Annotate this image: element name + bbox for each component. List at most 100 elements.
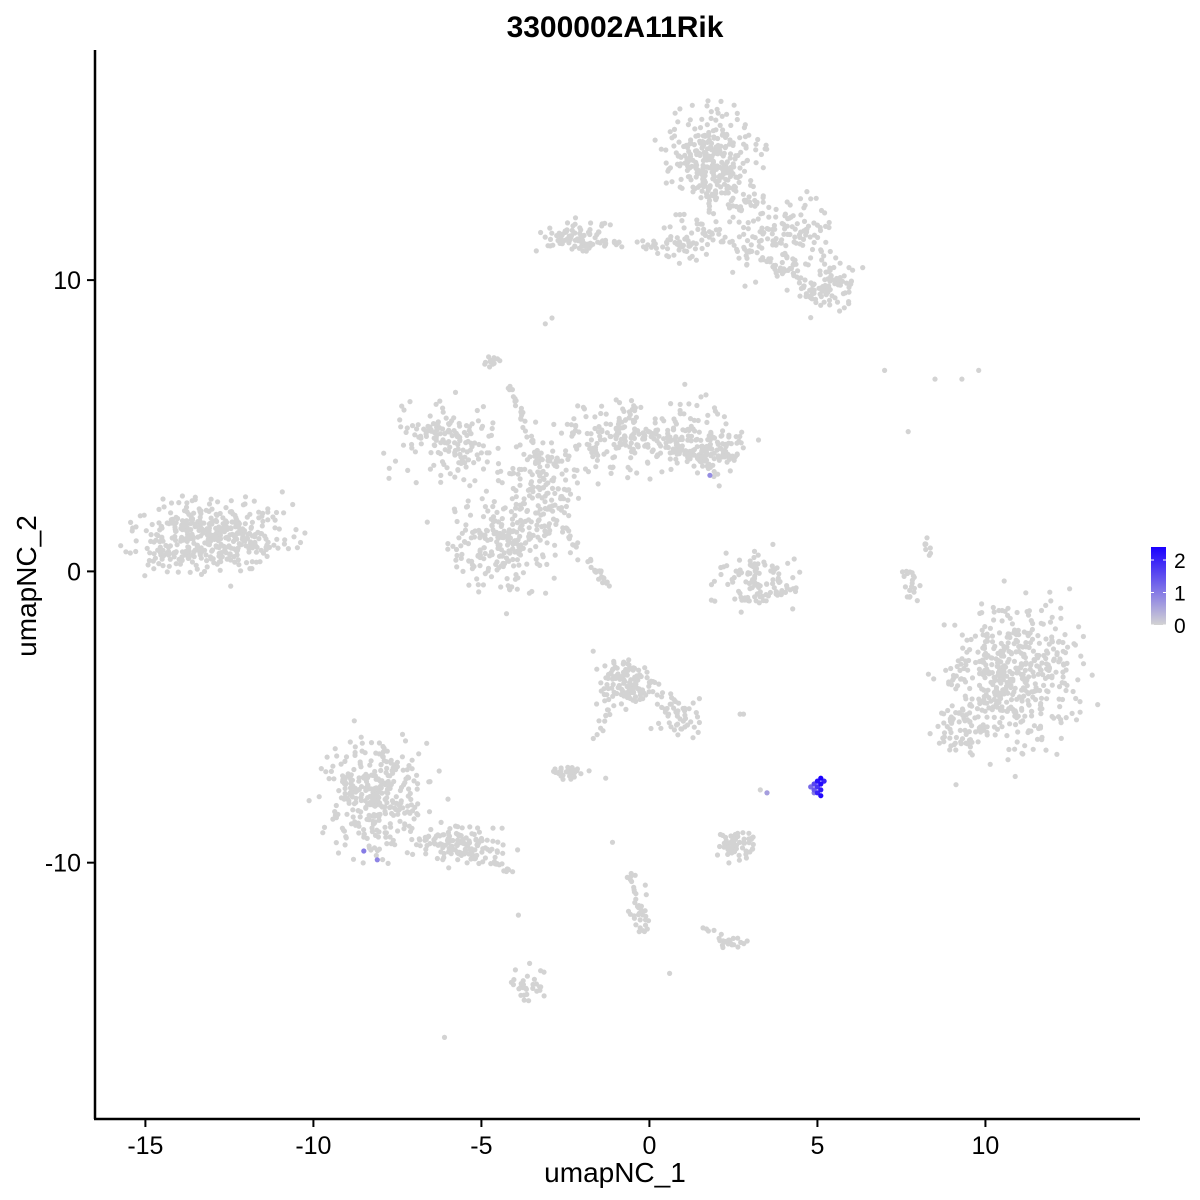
cell-point — [1020, 718, 1026, 724]
cell-point — [711, 405, 718, 411]
cell-point — [736, 219, 742, 225]
cell-point — [817, 272, 823, 278]
cell-point — [151, 566, 157, 572]
cell-point — [437, 398, 443, 404]
cell-point — [1013, 637, 1019, 643]
cell-point — [688, 140, 694, 146]
cell-point — [748, 178, 754, 184]
cell-point — [689, 230, 695, 236]
cell-point — [355, 808, 361, 814]
cell-point — [404, 767, 410, 773]
cell-point — [544, 506, 550, 512]
cell-point — [259, 523, 265, 529]
cell-point — [469, 566, 475, 572]
cell-point — [404, 809, 410, 815]
cell-point — [1030, 746, 1036, 752]
cell-point — [693, 161, 699, 167]
cell-point — [480, 859, 486, 865]
cell-point — [654, 453, 660, 460]
cell-point — [533, 510, 539, 516]
cell-point — [256, 536, 262, 542]
cell-point — [979, 686, 985, 692]
cell-point — [1031, 723, 1037, 729]
cell-point — [947, 747, 953, 753]
cell-point — [677, 106, 683, 112]
cell-point — [382, 811, 389, 817]
cell-point — [407, 790, 413, 797]
cell-point — [495, 445, 501, 451]
cell-point — [696, 429, 702, 435]
cell-point — [737, 590, 743, 597]
cell-point — [717, 843, 723, 850]
cell-point — [734, 110, 740, 116]
cell-point — [507, 550, 513, 556]
cell-point — [841, 305, 847, 311]
cell-point — [698, 394, 704, 400]
cell-point — [495, 839, 501, 845]
cell-point — [603, 775, 609, 781]
cell-point — [590, 735, 596, 742]
cell-point — [406, 786, 412, 792]
cell-point — [713, 127, 719, 133]
cell-point — [735, 174, 741, 181]
cell-point — [588, 437, 595, 443]
cell-point — [711, 473, 717, 480]
cell-point — [294, 545, 300, 551]
cell-point — [726, 845, 732, 851]
cell-point — [446, 439, 452, 445]
cell-point — [565, 764, 571, 770]
cell-point — [143, 528, 149, 534]
cell-point — [671, 697, 677, 703]
cell-point — [440, 832, 446, 838]
cell-point — [478, 837, 484, 843]
cell-point — [985, 687, 991, 693]
cell-point — [658, 443, 664, 449]
expressing-cell-point — [814, 784, 821, 790]
cell-point — [679, 218, 685, 224]
cell-point — [716, 935, 722, 942]
cell-point — [512, 398, 518, 404]
cell-point — [732, 596, 738, 602]
cell-point — [275, 545, 281, 551]
cell-point — [661, 225, 667, 231]
cell-point — [718, 931, 724, 937]
cell-point — [482, 855, 488, 861]
cell-point — [383, 770, 389, 776]
cell-point — [392, 842, 398, 848]
cell-point — [784, 223, 790, 229]
cell-point — [423, 433, 429, 439]
cell-point — [677, 716, 683, 722]
cell-point — [1016, 694, 1023, 700]
cell-point — [1060, 669, 1066, 675]
cell-point — [559, 458, 565, 464]
cell-point — [409, 423, 416, 429]
cell-point — [565, 456, 571, 462]
x-tick-label: 0 — [642, 1132, 656, 1160]
cell-point — [1014, 670, 1020, 676]
cell-point — [417, 837, 423, 843]
cell-point — [524, 561, 530, 567]
cell-point — [480, 466, 487, 472]
cell-point — [1011, 709, 1017, 715]
cell-point — [700, 162, 706, 168]
cell-point — [154, 532, 160, 538]
cell-point — [552, 542, 558, 548]
cell-point — [526, 534, 532, 540]
cell-point — [710, 237, 716, 243]
cell-point — [510, 521, 516, 528]
cell-point — [692, 246, 699, 252]
cell-point — [741, 244, 747, 250]
cell-point — [482, 532, 488, 538]
cell-point — [282, 537, 288, 543]
cell-point — [753, 598, 759, 604]
cell-point — [1031, 673, 1037, 679]
cell-point — [964, 637, 970, 643]
cell-point — [914, 598, 920, 604]
cell-point — [713, 117, 719, 123]
cell-point — [459, 825, 465, 831]
cell-point — [494, 509, 500, 515]
cell-point — [797, 196, 804, 202]
cell-point — [1014, 715, 1020, 721]
cell-point — [480, 443, 486, 449]
cell-point — [808, 315, 814, 321]
